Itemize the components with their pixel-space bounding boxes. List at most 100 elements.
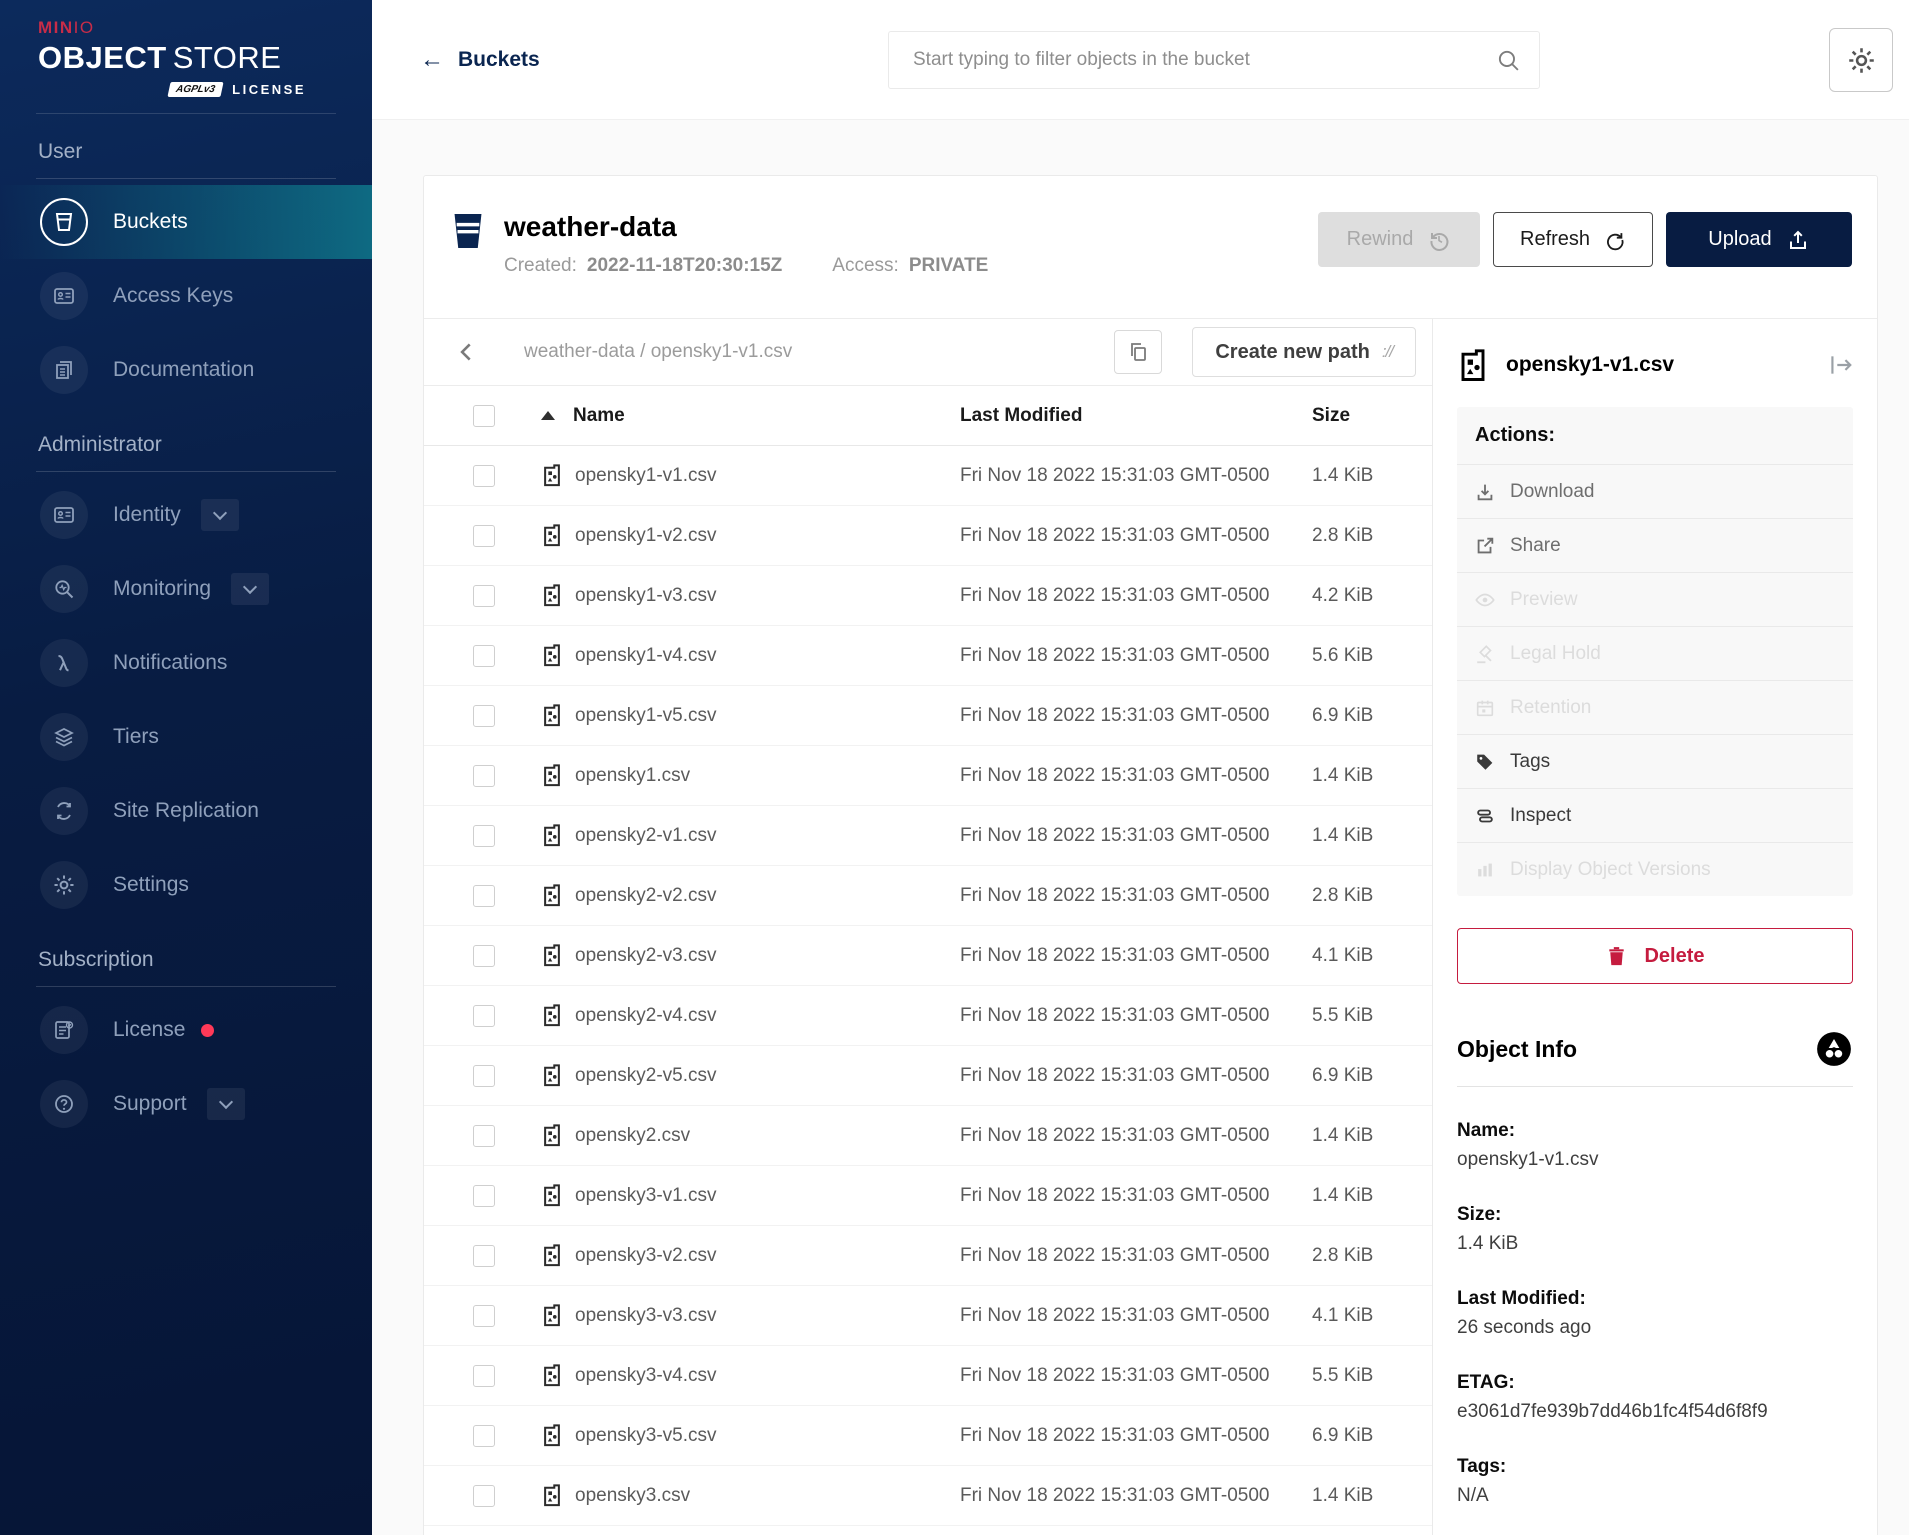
sidebar-item-access-keys[interactable]: Access Keys (0, 259, 372, 333)
table-row[interactable]: opensky1-v4.csv Fri Nov 18 2022 15:31:03… (424, 626, 1432, 686)
file-size: 2.8 KiB (1312, 524, 1374, 546)
rewind-button: Rewind (1318, 212, 1480, 267)
table-row[interactable]: opensky2-v5.csv Fri Nov 18 2022 15:31:03… (424, 1046, 1432, 1106)
sidebar-item-site-replication[interactable]: Site Replication (0, 774, 372, 848)
table-row[interactable]: opensky3-v3.csv Fri Nov 18 2022 15:31:03… (424, 1286, 1432, 1346)
file-modified: Fri Nov 18 2022 15:31:03 GMT-0500 (960, 824, 1270, 846)
row-checkbox[interactable] (473, 1184, 495, 1207)
column-header-name[interactable]: Name (541, 405, 960, 427)
sidebar-item-buckets[interactable]: Buckets (0, 185, 372, 259)
identity-expand-toggle[interactable] (200, 499, 239, 531)
file-name[interactable]: opensky2-v5.csv (575, 1064, 717, 1086)
row-checkbox[interactable] (473, 884, 495, 907)
sidebar-item-license[interactable]: License (0, 993, 372, 1067)
sidebar-item-notifications[interactable]: Notifications (0, 626, 372, 700)
file-name[interactable]: opensky1-v3.csv (575, 584, 717, 606)
download-icon (1474, 481, 1496, 503)
file-name[interactable]: opensky1-v5.csv (575, 704, 717, 726)
monitoring-expand-toggle[interactable] (231, 573, 270, 605)
file-name[interactable]: opensky2.csv (575, 1124, 691, 1146)
create-new-path-button[interactable]: Create new path :// (1192, 327, 1416, 377)
row-checkbox[interactable] (473, 464, 495, 487)
select-all-checkbox[interactable] (473, 404, 495, 427)
upload-button[interactable]: Upload (1666, 212, 1852, 267)
table-row[interactable]: opensky1.csv Fri Nov 18 2022 15:31:03 GM… (424, 746, 1432, 806)
table-row[interactable]: opensky3-v4.csv Fri Nov 18 2022 15:31:03… (424, 1346, 1432, 1406)
row-checkbox[interactable] (473, 764, 495, 787)
row-checkbox[interactable] (473, 1424, 495, 1447)
action-share[interactable]: Share (1457, 518, 1853, 572)
row-checkbox[interactable] (473, 1364, 495, 1387)
sidebar-item-documentation[interactable]: Documentation (0, 333, 372, 407)
info-field-size: Size: 1.4 KiB (1457, 1204, 1519, 1254)
info-field-etag: ETAG: e3061d7fe939b7dd46b1fc4f54d6f8f9 (1457, 1372, 1768, 1422)
sidebar-item-tiers[interactable]: Tiers (0, 700, 372, 774)
sidebar-item-monitoring[interactable]: Monitoring (0, 552, 372, 626)
info-field-last-modified: Last Modified: 26 seconds ago (1457, 1288, 1592, 1338)
file-name[interactable]: opensky2-v1.csv (575, 824, 717, 846)
table-row[interactable]: opensky3-v2.csv Fri Nov 18 2022 15:31:03… (424, 1226, 1432, 1286)
file-name[interactable]: opensky2-v4.csv (575, 1004, 717, 1026)
settings-button[interactable] (1829, 28, 1893, 92)
table-row[interactable]: opensky1-v2.csv Fri Nov 18 2022 15:31:03… (424, 506, 1432, 566)
file-name[interactable]: opensky3-v1.csv (575, 1184, 717, 1206)
table-row[interactable]: opensky1-v1.csv Fri Nov 18 2022 15:31:03… (424, 446, 1432, 506)
section-label-user: User (38, 140, 83, 163)
row-checkbox[interactable] (473, 1124, 495, 1147)
row-checkbox[interactable] (473, 1064, 495, 1087)
breadcrumb-back-button[interactable] (454, 339, 480, 365)
file-name[interactable]: opensky1-v1.csv (575, 464, 717, 486)
row-checkbox[interactable] (473, 644, 495, 667)
row-checkbox[interactable] (473, 584, 495, 607)
copy-path-button[interactable] (1114, 330, 1163, 374)
table-row[interactable]: opensky3.csv Fri Nov 18 2022 15:31:03 GM… (424, 1466, 1432, 1526)
action-inspect[interactable]: Inspect (1457, 788, 1853, 842)
row-checkbox[interactable] (473, 524, 495, 547)
row-checkbox[interactable] (473, 704, 495, 727)
table-row[interactable]: opensky2.csv Fri Nov 18 2022 15:31:03 GM… (424, 1106, 1432, 1166)
file-name[interactable]: opensky1.csv (575, 764, 691, 786)
row-checkbox[interactable] (473, 824, 495, 847)
file-size: 2.8 KiB (1312, 1244, 1374, 1266)
access-label: Access: (832, 254, 899, 276)
table-row[interactable]: opensky2-v4.csv Fri Nov 18 2022 15:31:03… (424, 986, 1432, 1046)
file-size: 1.4 KiB (1312, 1124, 1374, 1146)
refresh-button[interactable]: Refresh (1493, 212, 1653, 267)
row-checkbox[interactable] (473, 1004, 495, 1027)
table-row[interactable]: opensky3-v5.csv Fri Nov 18 2022 15:31:03… (424, 1406, 1432, 1466)
delete-button[interactable]: Delete (1457, 928, 1853, 984)
table-row[interactable]: opensky2-v2.csv Fri Nov 18 2022 15:31:03… (424, 866, 1432, 926)
file-size: 5.5 KiB (1312, 1004, 1374, 1026)
file-size: 6.9 KiB (1312, 1424, 1374, 1446)
table-row[interactable]: opensky3-v1.csv Fri Nov 18 2022 15:31:03… (424, 1166, 1432, 1226)
row-checkbox[interactable] (473, 1304, 495, 1327)
table-row[interactable]: opensky1-v5.csv Fri Nov 18 2022 15:31:03… (424, 686, 1432, 746)
file-name[interactable]: opensky1-v2.csv (575, 524, 717, 546)
action-tags[interactable]: Tags (1457, 734, 1853, 788)
sidebar-item-support[interactable]: Support (0, 1067, 372, 1141)
file-name[interactable]: opensky3.csv (575, 1484, 691, 1506)
file-icon (541, 943, 563, 968)
file-name[interactable]: opensky1-v4.csv (575, 644, 717, 666)
table-row[interactable]: opensky2-v1.csv Fri Nov 18 2022 15:31:03… (424, 806, 1432, 866)
file-name[interactable]: opensky3-v2.csv (575, 1244, 717, 1266)
table-row[interactable]: opensky1-v3.csv Fri Nov 18 2022 15:31:03… (424, 566, 1432, 626)
search-input[interactable] (913, 49, 1496, 71)
file-name[interactable]: opensky3-v3.csv (575, 1304, 717, 1326)
upload-icon (1786, 228, 1810, 252)
sidebar-item-identity[interactable]: Identity (0, 478, 372, 552)
file-name[interactable]: opensky2-v2.csv (575, 884, 717, 906)
section-label-administrator: Administrator (38, 433, 162, 456)
file-name[interactable]: opensky3-v4.csv (575, 1364, 717, 1386)
action-download[interactable]: Download (1457, 464, 1853, 518)
file-name[interactable]: opensky2-v3.csv (575, 944, 717, 966)
sidebar-item-settings[interactable]: Settings (0, 848, 372, 922)
row-checkbox[interactable] (473, 944, 495, 967)
support-expand-toggle[interactable] (206, 1088, 245, 1120)
row-checkbox[interactable] (473, 1484, 495, 1507)
row-checkbox[interactable] (473, 1244, 495, 1267)
file-name[interactable]: opensky3-v5.csv (575, 1424, 717, 1446)
collapse-panel-icon[interactable] (1827, 352, 1853, 378)
table-row[interactable]: opensky2-v3.csv Fri Nov 18 2022 15:31:03… (424, 926, 1432, 986)
back-to-buckets[interactable]: ← Buckets (420, 47, 540, 72)
